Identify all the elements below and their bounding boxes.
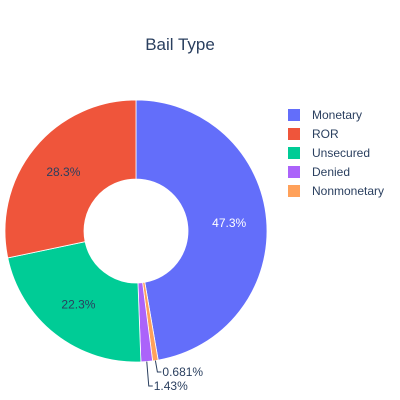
leader-line-nonmonetary — [154, 360, 162, 373]
legend-swatch-ror[interactable] — [288, 128, 300, 140]
slice-label-nonmonetary: 0.681% — [162, 365, 203, 379]
legend-label-unsecured[interactable]: Unsecured — [312, 146, 370, 160]
slice-unsecured — [7, 241, 142, 363]
slice-labels: 47.3% 22.3% 28.3% 0.681%1.43% — [46, 165, 246, 393]
slice-ror — [4, 99, 137, 259]
legend-label-denied[interactable]: Denied — [312, 165, 350, 179]
legend-swatch-denied[interactable] — [288, 166, 300, 178]
legend: Monetary ROR Unsecured Denied Nonmonetary — [288, 108, 384, 198]
slice-label-denied: 1.43% — [154, 379, 188, 393]
legend-label-nonmonetary[interactable]: Nonmonetary — [312, 184, 384, 198]
slice-label-unsecured: 22.3% — [61, 298, 95, 312]
slice-monetary — [135, 99, 268, 361]
slice-label-monetary: 47.3% — [212, 216, 246, 230]
legend-swatch-unsecured[interactable] — [288, 147, 300, 159]
leader-line-denied — [146, 361, 153, 387]
legend-swatch-monetary[interactable] — [288, 109, 300, 121]
legend-label-ror[interactable]: ROR — [312, 127, 339, 141]
pie-slices — [4, 99, 268, 363]
slice-label-ror: 28.3% — [46, 165, 80, 179]
legend-label-monetary[interactable]: Monetary — [312, 108, 362, 122]
chart-title: Bail Type — [145, 35, 215, 54]
legend-swatch-nonmonetary[interactable] — [288, 185, 300, 197]
